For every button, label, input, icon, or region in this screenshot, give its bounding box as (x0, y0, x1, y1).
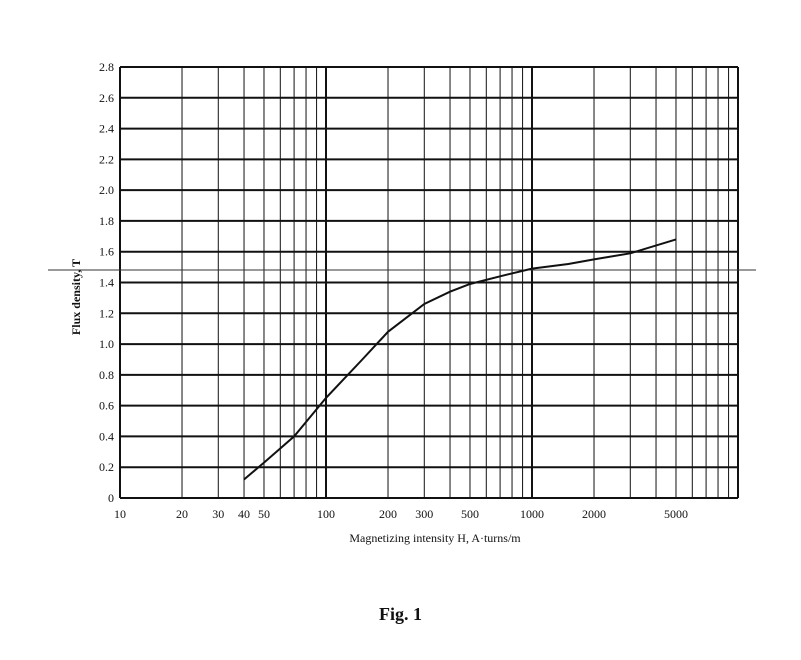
y-tick-label: 1.4 (99, 276, 114, 290)
y-tick-label: 0 (108, 491, 114, 505)
y-tick-label: 2.0 (99, 183, 114, 197)
y-tick-label: 2.2 (99, 152, 114, 166)
x-axis-label: Magnetizing intensity H, A·turns/m (349, 531, 521, 545)
y-tick-label: 2.8 (99, 60, 114, 74)
y-tick-label: 1.6 (99, 245, 114, 259)
x-tick-label: 20 (176, 507, 188, 521)
y-tick-label: 1.8 (99, 214, 114, 228)
x-tick-label: 5000 (664, 507, 688, 521)
x-tick-label: 100 (317, 507, 335, 521)
x-tick-label: 2000 (582, 507, 606, 521)
x-tick-label: 40 (238, 507, 250, 521)
y-tick-label: 1.2 (99, 306, 114, 320)
major-grid (119, 66, 739, 499)
x-tick-label: 1000 (520, 507, 544, 521)
y-tick-labels: 0 0.2 0.4 0.6 0.8 1.0 1.2 1.4 1.6 1.8 2.0 2.2 2.4 2.6… (99, 60, 114, 505)
x-tick-label: 200 (379, 507, 397, 521)
y-tick-label: 2.4 (99, 122, 114, 136)
y-tick-label: 1.0 (99, 337, 114, 351)
y-tick-label: 0.6 (99, 399, 114, 413)
y-axis-label: Flux density, T (69, 259, 83, 335)
x-tick-label: 10 (114, 507, 126, 521)
bh-curve-line (243, 238, 677, 481)
y-tick-label: 0.8 (99, 368, 114, 382)
x-tick-label: 500 (461, 507, 479, 521)
x-tick-labels: 10 20 30 40 50 100 200 300 500 1000 2000 5000 (114, 507, 688, 521)
y-tick-label: 0.2 (99, 460, 114, 474)
y-tick-label: 2.6 (99, 91, 114, 105)
y-tick-label: 0.4 (99, 429, 114, 443)
x-tick-label: 300 (415, 507, 433, 521)
figure-caption: Fig. 1 (379, 604, 422, 624)
flux-density-chart: 10 20 30 40 50 100 200 300 500 1000 2000 5000 00.20… (48, 60, 756, 545)
x-tick-label: 50 (258, 507, 270, 521)
x-tick-label: 30 (212, 507, 224, 521)
